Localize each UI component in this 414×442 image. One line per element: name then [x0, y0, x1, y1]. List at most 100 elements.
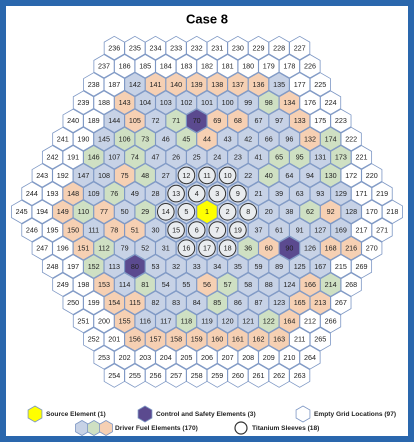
cell-label: 24 — [213, 153, 221, 162]
cell-label: 60 — [265, 244, 273, 253]
cell-label: 64 — [285, 171, 293, 180]
cell-label: 202 — [119, 353, 131, 362]
cell-label: 29 — [141, 207, 149, 216]
cell-label: 26 — [172, 153, 180, 162]
hex-cell — [289, 363, 311, 388]
cell-label: 224 — [325, 98, 337, 107]
cell-label: 70 — [193, 116, 201, 125]
cell-label: 147 — [77, 171, 89, 180]
hex-cell — [361, 236, 383, 261]
cell-label: 102 — [180, 98, 192, 107]
cell-label: 120 — [222, 316, 234, 325]
cell-label: 81 — [141, 280, 149, 289]
cell-label: 59 — [255, 262, 263, 271]
cell-label: 140 — [170, 80, 182, 89]
cell-label: 212 — [304, 316, 316, 325]
cell-label: 215 — [335, 262, 347, 271]
cell-label: 133 — [294, 116, 306, 125]
cell-label: 197 — [67, 262, 79, 271]
cell-label: 230 — [232, 43, 244, 52]
cell-label: 232 — [191, 43, 203, 52]
cell-label: 115 — [129, 298, 140, 307]
sleeve — [187, 221, 206, 239]
cell-label: 54 — [162, 280, 170, 289]
sleeve — [177, 239, 196, 257]
cell-label: 129 — [335, 189, 347, 198]
cell-label: 265 — [314, 335, 326, 344]
cell-label: 121 — [242, 316, 254, 325]
cell-label: 206 — [201, 353, 213, 362]
legend-icon — [137, 405, 153, 423]
cell-label: 201 — [108, 335, 120, 344]
cell-label: 96 — [285, 134, 293, 143]
cell-label: 190 — [77, 134, 89, 143]
cell-label: 149 — [57, 207, 69, 216]
cell-label: 227 — [294, 43, 306, 52]
cell-label: 200 — [98, 316, 110, 325]
cell-label: 159 — [191, 335, 203, 344]
cell-label: 178 — [283, 62, 295, 71]
sleeve — [229, 184, 247, 203]
cell-label: 168 — [325, 244, 337, 253]
cell-label: 100 — [222, 98, 234, 107]
cell-label: 130 — [325, 171, 337, 180]
cell-label: 196 — [57, 244, 69, 253]
cell-label: 242 — [47, 153, 59, 162]
cell-label: 193 — [47, 189, 59, 198]
cell-label: 13 — [172, 189, 180, 198]
cell-label: 234 — [150, 43, 162, 52]
cell-label: 1 — [205, 207, 209, 216]
cell-label: 30 — [152, 225, 160, 234]
cell-label: 113 — [109, 262, 120, 271]
cell-label: 255 — [129, 371, 141, 380]
cell-label: 15 — [172, 225, 180, 234]
cell-label: 154 — [108, 298, 120, 307]
sleeve — [208, 184, 227, 203]
cell-label: 142 — [129, 80, 141, 89]
cell-label: 204 — [160, 353, 172, 362]
cell-label: 65 — [275, 153, 283, 162]
cell-label: 239 — [77, 98, 89, 107]
sleeve — [177, 166, 196, 185]
cell-label: 71 — [172, 116, 180, 125]
cell-label: 56 — [203, 280, 211, 289]
cell-label: 21 — [255, 189, 263, 198]
cell-label: 61 — [275, 225, 283, 234]
cell-label: 53 — [152, 262, 160, 271]
cell-label: 112 — [98, 244, 109, 253]
cell-label: 105 — [129, 116, 141, 125]
cell-label: 220 — [366, 171, 378, 180]
cell-label: 219 — [376, 189, 388, 198]
cell-label: 4 — [195, 189, 199, 198]
cell-label: 157 — [150, 335, 162, 344]
hex-cell — [330, 108, 352, 133]
cell-label: 46 — [162, 134, 170, 143]
cell-label: 148 — [67, 189, 79, 198]
cell-label: 246 — [26, 225, 38, 234]
cell-label: 172 — [345, 171, 357, 180]
hex-cell — [320, 90, 342, 115]
cell-label: 83 — [172, 298, 180, 307]
cell-label: 194 — [36, 207, 48, 216]
cell-label: 240 — [67, 116, 79, 125]
legend-label: Empty Grid Locations (97) — [314, 411, 396, 418]
cell-label: 187 — [108, 80, 120, 89]
cell-label: 68 — [234, 116, 242, 125]
cell-label: 216 — [345, 244, 357, 253]
cell-label: 67 — [255, 116, 263, 125]
cell-label: 141 — [150, 80, 162, 89]
cell-label: 10 — [224, 171, 232, 180]
cell-label: 258 — [191, 371, 203, 380]
cell-label: 75 — [121, 171, 129, 180]
legend-icon — [99, 420, 113, 436]
sleeve — [198, 166, 216, 185]
legend-icon — [234, 421, 248, 435]
cell-label: 93 — [316, 189, 324, 198]
cell-label: 16 — [182, 244, 190, 253]
cell-label: 169 — [335, 225, 347, 234]
cell-label: 185 — [139, 62, 151, 71]
cell-label: 173 — [335, 153, 347, 162]
cell-label: 122 — [263, 316, 275, 325]
cell-label: 132 — [304, 134, 316, 143]
cell-label: 183 — [180, 62, 192, 71]
